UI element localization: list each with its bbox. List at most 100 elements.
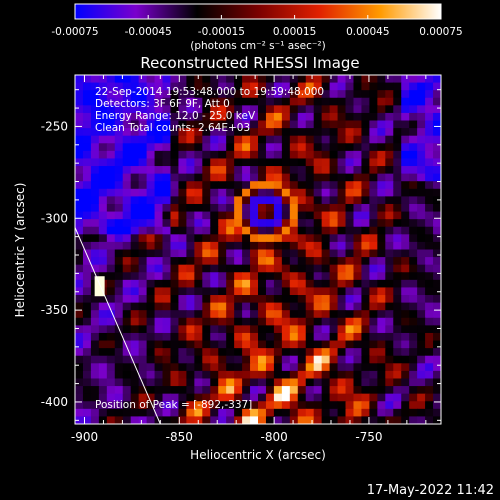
heatmap-cell (154, 401, 164, 410)
heatmap-cell (138, 249, 148, 258)
heatmap-cell (178, 393, 187, 402)
heatmap-cell (361, 295, 370, 304)
heatmap-cell (258, 97, 267, 106)
heatmap-cell (313, 408, 323, 418)
heatmap-cell (178, 226, 187, 235)
heatmap-cell (401, 241, 410, 251)
heatmap-cell (210, 203, 219, 213)
heatmap-cell (138, 226, 148, 235)
heatmap-cell (377, 90, 386, 99)
heatmap-cell (345, 158, 355, 167)
heatmap-cell (114, 90, 124, 99)
heatmap-cell (425, 150, 434, 160)
heatmap-cell (138, 401, 148, 410)
heatmap-cell (393, 105, 402, 114)
heatmap-cell (409, 128, 418, 137)
heatmap-cell (337, 287, 347, 296)
heatmap-cell (130, 295, 140, 304)
heatmap-cell (409, 143, 418, 152)
heatmap-cell (425, 97, 434, 106)
heatmap-cell (218, 408, 227, 418)
heatmap-cell (130, 196, 140, 205)
heatmap-cell (178, 112, 187, 122)
heatmap-cell (138, 378, 148, 387)
heatmap-cell (162, 317, 172, 326)
heatmap-cell (234, 386, 243, 395)
heatmap-cell (82, 105, 92, 114)
heatmap-cell (289, 355, 299, 364)
heatmap-cell (138, 257, 148, 266)
heatmap-cell (122, 340, 132, 349)
heatmap-cell (385, 332, 394, 342)
heatmap-cell (297, 386, 307, 395)
heatmap-cell (242, 302, 251, 311)
heatmap-cell (433, 355, 441, 364)
heatmap-cell (289, 188, 299, 197)
heatmap-cell (82, 378, 92, 387)
heatmap-cell (138, 340, 148, 349)
heatmap-cell (305, 378, 315, 387)
heatmap-cell (138, 348, 148, 357)
heatmap-cell (82, 97, 92, 106)
heatmap-cell (258, 279, 267, 289)
heatmap-cell (162, 75, 172, 84)
heatmap-cell (401, 173, 410, 182)
heatmap-cell (202, 150, 211, 160)
heatmap-cell (106, 249, 116, 258)
heatmap-cell (186, 295, 195, 304)
heatmap-cell (146, 226, 156, 235)
heatmap-cell (154, 105, 164, 114)
heatmap-cell (154, 378, 164, 387)
heatmap-cell (82, 90, 92, 99)
heatmap-cell (138, 370, 148, 380)
heatmap-cell (393, 355, 402, 364)
heatmap-cell (425, 317, 434, 326)
heatmap-cell (401, 97, 410, 106)
heatmap-cell (425, 203, 434, 213)
heatmap-cell (242, 226, 251, 235)
heatmap-cell (385, 401, 394, 410)
heatmap-cell (122, 332, 132, 342)
heatmap-cell (130, 363, 140, 372)
heatmap-cell (385, 112, 394, 122)
heatmap-cell (377, 340, 386, 349)
heatmap-cell (210, 257, 219, 266)
heatmap-cell (377, 325, 386, 334)
heatmap-cell (138, 181, 148, 190)
heatmap-cell (337, 378, 347, 387)
heatmap-cell (417, 196, 426, 205)
heatmap-cell (273, 272, 283, 281)
heatmap-cell (305, 219, 315, 228)
heatmap-cell (265, 302, 275, 311)
heatmap-cell (401, 219, 410, 228)
heatmap-cell (218, 257, 227, 266)
heatmap-cell (425, 188, 434, 197)
heatmap-cell (361, 173, 370, 182)
heatmap-cell (329, 355, 339, 364)
heatmap-cell (210, 325, 219, 334)
heatmap-cell (82, 355, 92, 364)
heatmap-cell (146, 135, 156, 144)
heatmap-cell (305, 249, 315, 258)
heatmap-cell (250, 295, 259, 304)
heatmap-cell (138, 97, 148, 106)
heatmap-cell (289, 158, 299, 167)
heatmap-cell (146, 302, 156, 311)
heatmap-cell (377, 196, 386, 205)
heatmap-cell (162, 188, 172, 197)
heatmap-cell (122, 112, 132, 122)
heatmap-cell (146, 105, 156, 114)
heatmap-cell (361, 325, 370, 334)
heatmap-cell (297, 317, 307, 326)
heatmap-cell (130, 166, 140, 175)
heatmap-cell (178, 158, 187, 167)
heatmap-cell (289, 332, 299, 342)
heatmap-cell (433, 166, 441, 175)
solar-limb (75, 227, 161, 424)
heatmap-cell (194, 317, 203, 326)
heatmap-cell (385, 378, 394, 387)
heatmap-cell (289, 143, 299, 152)
heatmap-cell (162, 128, 172, 137)
heatmap-cell (393, 128, 402, 137)
heatmap-cell (281, 272, 291, 281)
